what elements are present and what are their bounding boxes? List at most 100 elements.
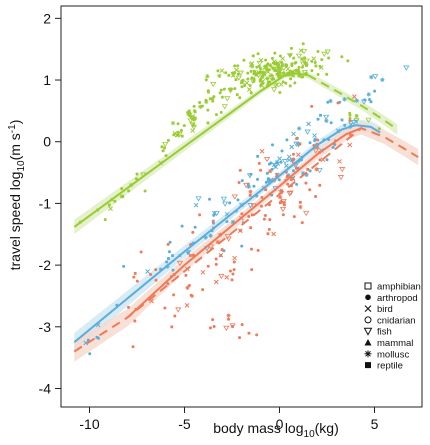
x-tick-label: 5 <box>371 416 379 432</box>
data-point <box>281 80 285 84</box>
data-point <box>204 99 209 105</box>
data-point <box>160 145 164 149</box>
data-point <box>292 56 296 60</box>
data-point <box>294 68 298 72</box>
data-point <box>243 83 247 87</box>
data-point <box>201 288 205 292</box>
data-point <box>289 144 295 150</box>
data-point <box>288 84 292 88</box>
data-point <box>311 56 317 61</box>
data-point <box>189 254 192 257</box>
data-point <box>306 168 310 171</box>
data-point <box>352 94 357 99</box>
data-point <box>286 191 293 197</box>
data-point <box>296 166 300 170</box>
data-point <box>372 74 379 80</box>
data-point <box>249 69 253 73</box>
data-point <box>188 111 192 115</box>
data-point <box>224 96 231 102</box>
data-point <box>208 233 213 238</box>
y-axis-label-close: ) <box>7 120 23 125</box>
data-point <box>310 69 314 73</box>
data-point <box>165 260 169 264</box>
data-point <box>284 81 288 85</box>
data-point <box>149 272 153 276</box>
fit-line-dashed-running <box>73 127 419 353</box>
data-point <box>304 172 309 178</box>
data-point <box>264 180 268 184</box>
data-point <box>290 64 294 68</box>
data-point <box>308 169 312 173</box>
data-point <box>204 78 208 82</box>
data-point <box>240 179 244 183</box>
data-point <box>253 72 259 78</box>
data-point <box>337 175 345 181</box>
data-point <box>240 85 244 89</box>
data-point <box>313 138 317 142</box>
data-point <box>145 269 150 274</box>
data-point <box>293 141 300 147</box>
data-point <box>314 167 319 172</box>
data-point <box>249 78 257 84</box>
legend-label: amphibian <box>377 282 421 293</box>
data-point <box>249 226 253 230</box>
data-point <box>190 294 194 298</box>
y-tick-label: -2 <box>39 257 52 273</box>
data-point <box>369 74 374 80</box>
data-point <box>250 76 254 80</box>
data-point <box>284 163 289 168</box>
data-point <box>249 64 255 69</box>
data-point <box>127 189 131 193</box>
data-point <box>257 64 261 68</box>
data-point <box>195 196 202 202</box>
data-point <box>139 250 143 254</box>
data-point <box>214 113 218 117</box>
data-point <box>265 171 269 175</box>
data-point <box>262 217 266 221</box>
data-point <box>265 69 271 75</box>
data-point <box>191 230 195 234</box>
data-point <box>267 169 273 174</box>
data-point <box>318 158 322 162</box>
data-point <box>286 154 292 160</box>
data-point <box>281 159 289 165</box>
fit-line-dashed-flying <box>307 74 398 131</box>
data-point <box>325 158 329 162</box>
data-point <box>208 97 212 101</box>
data-point <box>248 193 252 197</box>
data-point <box>285 138 289 142</box>
data-point <box>271 231 276 237</box>
data-point <box>170 325 174 329</box>
data-point <box>237 181 241 185</box>
data-point <box>315 144 320 150</box>
data-point <box>337 159 342 164</box>
data-point <box>277 70 282 75</box>
data-point <box>324 118 329 124</box>
data-point <box>264 188 268 192</box>
data-point <box>266 62 270 66</box>
legend: amphibianarthropodbirdcnidarianfishmamma… <box>363 282 421 372</box>
fit-line-flying <box>73 71 309 228</box>
data-point <box>228 86 233 92</box>
data-point <box>122 264 126 268</box>
data-point <box>273 164 278 170</box>
data-point <box>119 194 125 199</box>
data-point <box>163 306 167 310</box>
data-point <box>279 60 283 64</box>
data-point <box>286 173 291 178</box>
data-point <box>224 71 228 75</box>
data-point <box>193 225 197 229</box>
data-point <box>198 104 203 109</box>
data-point <box>237 70 244 76</box>
data-point <box>190 124 197 131</box>
data-point <box>218 252 224 258</box>
data-point <box>219 68 225 74</box>
data-point <box>293 61 297 65</box>
data-point <box>176 122 180 126</box>
data-point <box>143 189 147 193</box>
data-point <box>242 58 246 62</box>
data-point <box>240 212 244 216</box>
data-point <box>232 268 236 272</box>
data-point <box>198 213 202 217</box>
data-point <box>277 156 282 161</box>
